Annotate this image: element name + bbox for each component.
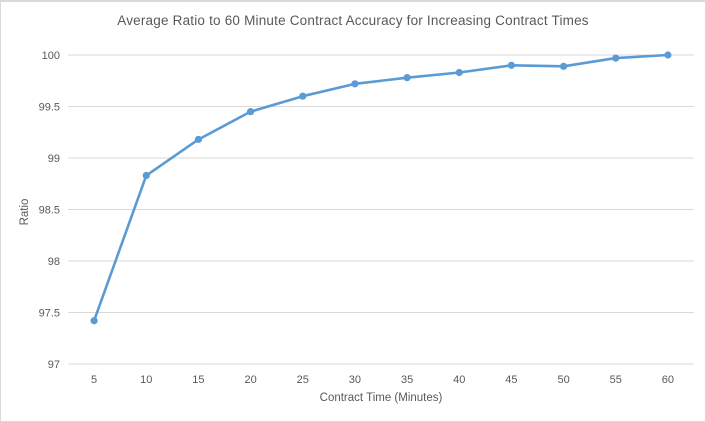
data-point-marker	[90, 317, 98, 325]
chart-title: Average Ratio to 60 Minute Contract Accu…	[117, 13, 589, 28]
x-tick-label: 50	[557, 374, 569, 386]
y-tick-label: 99	[48, 153, 60, 165]
data-series-line	[92, 53, 670, 323]
x-tick-label: 30	[349, 374, 361, 386]
data-point-marker	[142, 171, 150, 180]
y-tick-label: 97	[48, 359, 60, 371]
x-tick-label: 20	[244, 374, 256, 386]
data-point-marker	[194, 135, 203, 144]
data-point-marker	[403, 74, 411, 82]
data-point-marker	[507, 61, 516, 69]
data-point-marker	[351, 80, 359, 88]
x-tick-label: 35	[401, 374, 413, 386]
x-tick-label: 40	[453, 374, 465, 386]
y-tick-label: 98.5	[39, 205, 60, 217]
data-point-marker	[559, 62, 568, 70]
y-tick-label: 97.5	[39, 308, 60, 320]
x-tick-label: 5	[91, 374, 97, 386]
y-axis-title-text: Ratio	[19, 198, 31, 226]
y-tick-label: 98	[48, 256, 60, 268]
y-tick-label: 100	[42, 50, 60, 62]
x-tick-label: 55	[610, 374, 622, 386]
x-tick-label: 45	[505, 374, 517, 386]
data-point-marker	[455, 68, 463, 77]
data-point-marker	[612, 54, 620, 62]
data-point-marker	[246, 108, 255, 116]
x-tick-label: 25	[297, 374, 309, 386]
x-tick-label: 15	[192, 374, 204, 386]
y-tick-label: 99.5	[39, 102, 60, 114]
x-tick-label: 60	[662, 374, 674, 386]
data-point-marker	[664, 51, 672, 59]
x-axis-title: Contract Time (Minutes)	[319, 392, 443, 404]
x-tick-label: 10	[140, 374, 152, 386]
data-point-marker	[299, 92, 307, 100]
